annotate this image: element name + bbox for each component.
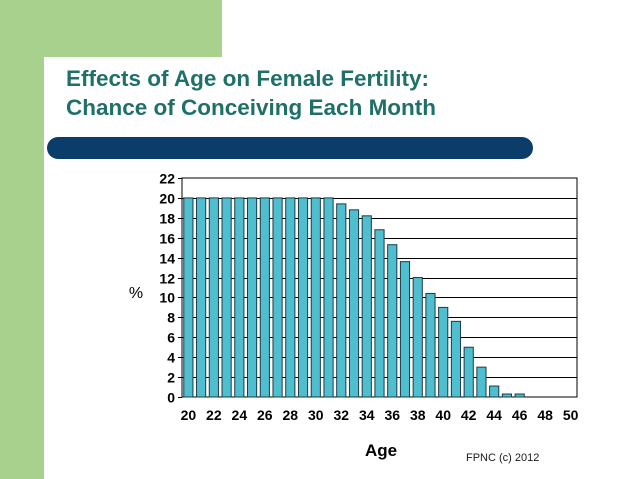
x-tick-label: 24 [232,407,248,423]
slide-title: Effects of Age on Female Fertility: Chan… [66,64,626,122]
x-tick-label: 32 [333,407,349,423]
bar-age-31 [323,197,334,398]
bar-age-35 [374,229,385,398]
x-tick-label: 48 [537,407,553,423]
accent-strip-left [0,57,44,479]
bar-age-40 [438,306,449,398]
y-tick-label: 20 [159,191,175,207]
title-line-1: Effects of Age on Female Fertility: [66,66,429,91]
y-tick-label: 22 [159,171,175,187]
y-tick-label: 10 [159,290,175,306]
bar-age-22 [208,197,219,398]
title-underline-bar [47,137,533,159]
y-tick-label: 18 [159,211,175,227]
bar-age-30 [310,197,321,398]
y-tick-label: 12 [159,271,175,287]
bar-age-46 [514,393,525,398]
bar-age-33 [348,209,360,398]
bar-age-37 [399,261,411,398]
bar-age-32 [336,203,347,398]
bar-age-27 [272,197,283,398]
x-tick-label: 30 [308,407,324,423]
bar-age-36 [387,244,398,398]
x-tick-label: 42 [461,407,477,423]
bar-age-29 [297,197,309,398]
x-tick-label: 50 [563,407,579,423]
y-tick-label: 4 [167,350,175,366]
copyright-footer: FPNC (c) 2012 [466,452,540,464]
y-tick-label: 16 [159,231,175,247]
x-tick-label: 44 [486,407,502,423]
x-tick-label: 22 [206,407,222,423]
x-tick-label: 46 [512,407,528,423]
bar-age-20 [183,197,194,398]
bar-age-41 [450,320,462,398]
bar-age-45 [501,393,512,398]
x-tick-label: 20 [181,407,197,423]
bar-age-21 [196,197,207,398]
y-tick-label: 14 [159,251,175,267]
bar-age-26 [259,197,270,398]
bar-age-38 [412,277,423,398]
bar-age-44 [489,385,500,398]
bar-age-28 [285,197,296,398]
y-axis-label: % [129,285,143,302]
y-tick-label: 8 [167,310,175,326]
bar-age-43 [476,366,487,398]
y-tick-label: 0 [167,390,175,406]
y-tick-label: 6 [167,330,175,346]
bar-age-23 [221,197,232,398]
bar-age-34 [361,215,372,398]
bar-age-24 [234,197,245,398]
x-tick-label: 36 [384,407,400,423]
title-line-2: Chance of Conceiving Each Month [66,95,437,120]
accent-band-top [0,0,222,57]
x-tick-label: 38 [410,407,426,423]
bar-age-42 [463,346,474,398]
x-tick-label: 26 [257,407,273,423]
x-tick-label: 28 [283,407,299,423]
x-tick-label: 40 [435,407,451,423]
y-tick-label: 2 [167,370,175,386]
x-axis-label: Age [365,441,397,460]
x-tick-label: 34 [359,407,375,423]
bar-age-25 [246,197,258,398]
bar-age-39 [425,292,436,398]
